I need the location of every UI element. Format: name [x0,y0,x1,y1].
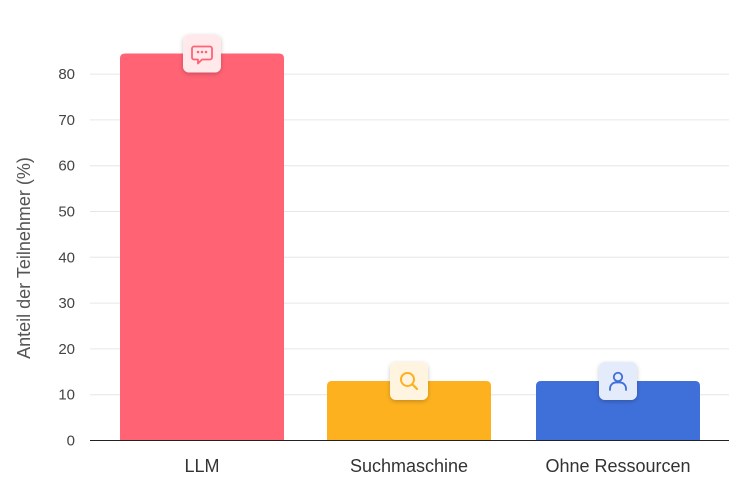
y-tick-label: 50 [58,204,75,221]
y-axis-ticks: 0 10 20 30 40 50 60 70 80 [58,66,75,449]
y-tick-label: 30 [58,295,75,312]
y-tick-label: 60 [58,158,75,175]
bars [120,53,700,441]
bar-llm [120,53,284,441]
x-axis-labels: LLM Suchmaschine Ohne Ressourcen [184,456,690,476]
y-tick-label: 0 [67,433,75,450]
y-axis-title: Anteil der Teilnehmer (%) [14,157,34,359]
x-category-label: Suchmaschine [350,456,468,476]
search-icon [390,361,428,400]
bar-suchmaschine [327,380,491,441]
y-tick-label: 70 [58,112,75,129]
y-tick-label: 80 [58,66,75,83]
chat-icon [183,34,221,73]
bar-badges [183,34,637,400]
x-category-label: Ohne Ressourcen [545,456,690,476]
user-icon [599,361,637,400]
x-category-label: LLM [184,456,219,476]
y-tick-label: 10 [58,387,75,404]
y-tick-label: 40 [58,249,75,266]
bar-ohne-ressourcen [536,380,700,441]
y-tick-label: 20 [58,341,75,358]
